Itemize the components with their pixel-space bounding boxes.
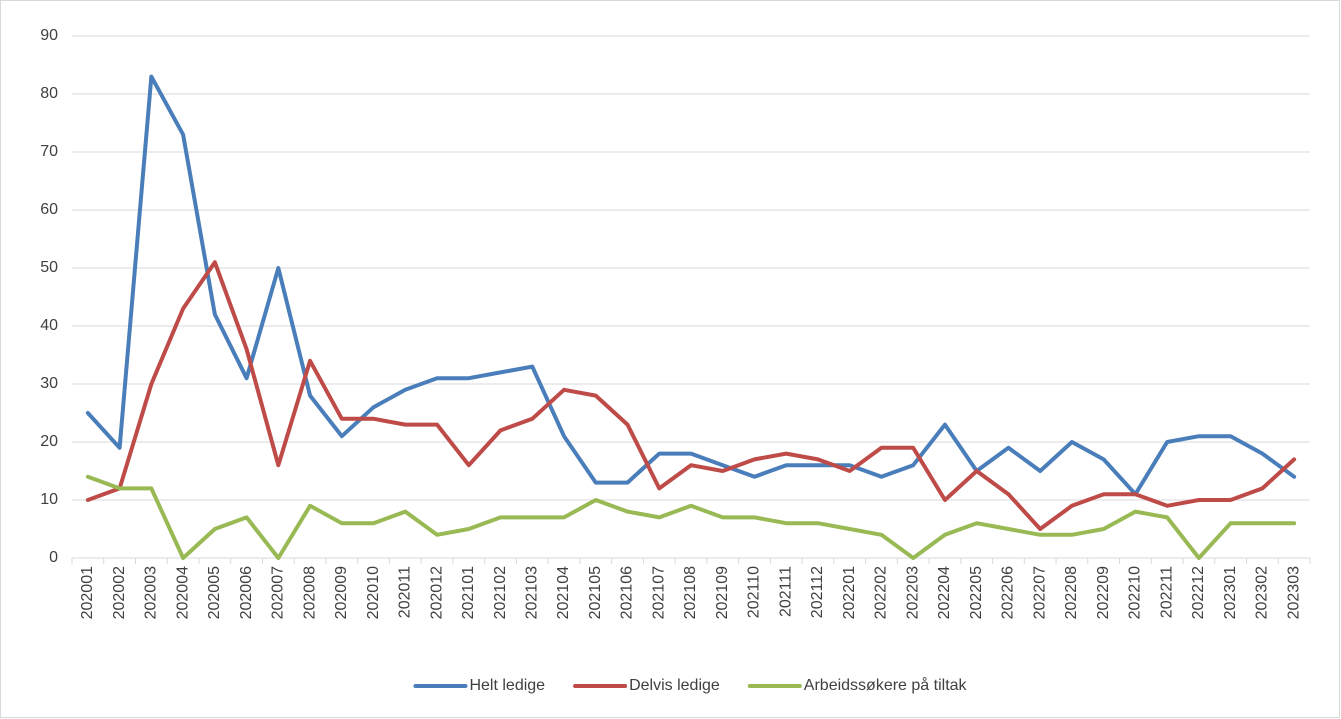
x-tick-label: 202006 xyxy=(238,566,255,619)
x-tick-label: 202302 xyxy=(1254,566,1271,619)
x-tick-label: 202206 xyxy=(1000,566,1017,619)
x-tick-label: 202004 xyxy=(174,566,191,619)
x-tick-label: 202204 xyxy=(936,566,953,619)
y-tick-label: 60 xyxy=(40,201,58,218)
x-tick-label: 202211 xyxy=(1158,566,1175,618)
x-tick-label: 202007 xyxy=(270,566,287,619)
legend-label: Helt ledige xyxy=(469,677,545,694)
x-tick-label: 202207 xyxy=(1031,566,1048,619)
x-tick-label: 202103 xyxy=(524,566,541,619)
x-tick-label: 202102 xyxy=(492,566,509,619)
x-tick-label: 202105 xyxy=(587,566,604,619)
x-tick-label: 202001 xyxy=(79,566,96,619)
y-tick-label: 90 xyxy=(40,27,58,44)
x-tick-label: 202212 xyxy=(1190,566,1207,619)
x-tick-label: 202010 xyxy=(365,566,382,619)
y-tick-label: 20 xyxy=(40,433,58,450)
x-tick-label: 202203 xyxy=(904,566,921,619)
x-tick-label: 202201 xyxy=(841,566,858,619)
x-tick-label: 202107 xyxy=(650,566,667,619)
y-tick-label: 10 xyxy=(40,491,58,508)
y-tick-label: 50 xyxy=(40,259,58,276)
x-tick-label: 202210 xyxy=(1127,566,1144,619)
series-line xyxy=(85,260,1297,531)
legend-label: Delvis ledige xyxy=(629,677,720,694)
x-tick-label: 202209 xyxy=(1095,566,1112,619)
legend-label: Arbeidssøkere på tiltak xyxy=(804,676,968,694)
y-tick-label: 0 xyxy=(49,549,58,566)
series-line xyxy=(85,474,1297,560)
x-tick-label: 202012 xyxy=(428,566,445,619)
x-tick-label: 202108 xyxy=(682,566,699,619)
x-tick-label: 202202 xyxy=(873,566,890,619)
x-tick-label: 202005 xyxy=(206,566,223,619)
x-tick-label: 202303 xyxy=(1285,566,1302,619)
x-tick-label: 202011 xyxy=(397,566,414,618)
x-tick-label: 202301 xyxy=(1222,566,1239,619)
series-line xyxy=(85,74,1297,497)
y-tick-label: 70 xyxy=(40,143,58,160)
x-tick-label: 202101 xyxy=(460,566,477,619)
x-tick-label: 202112 xyxy=(809,566,826,618)
x-tick-label: 202104 xyxy=(555,566,572,619)
x-tick-label: 202109 xyxy=(714,566,731,619)
x-tick-label: 202003 xyxy=(143,566,160,619)
x-tick-label: 202208 xyxy=(1063,566,1080,619)
x-tick-label: 202111 xyxy=(777,566,794,617)
x-tick-label: 202009 xyxy=(333,566,350,619)
x-tick-label: 202106 xyxy=(619,566,636,619)
x-tick-label: 202205 xyxy=(968,566,985,619)
y-tick-label: 30 xyxy=(40,375,58,392)
y-tick-label: 40 xyxy=(40,317,58,334)
x-tick-label: 202002 xyxy=(111,566,128,619)
y-tick-label: 80 xyxy=(40,85,58,102)
x-tick-label: 202008 xyxy=(301,566,318,619)
x-tick-label: 202110 xyxy=(746,566,763,618)
